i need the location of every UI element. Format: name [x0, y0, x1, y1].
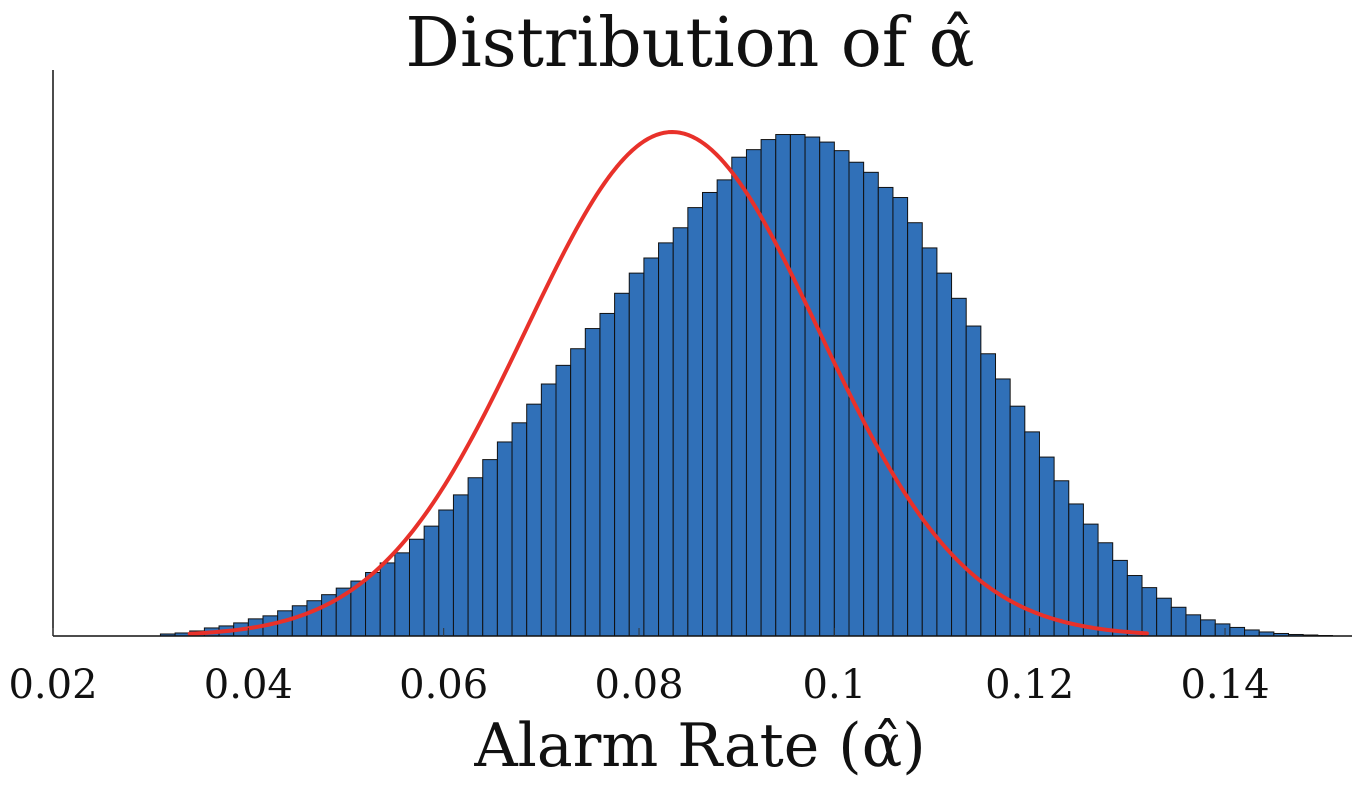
histogram-bar — [628, 272, 645, 637]
histogram-bar — [921, 247, 938, 637]
histogram-bar — [1244, 629, 1260, 637]
histogram-bar — [1024, 431, 1040, 637]
histogram-bar — [716, 179, 733, 637]
normal-fit-curve — [187, 130, 1149, 636]
x-tick-label: 0.08 — [594, 662, 683, 708]
x-tick-label: 0.04 — [204, 662, 293, 708]
histogram-bar — [789, 134, 806, 637]
x-tick-label: 0.12 — [985, 662, 1074, 708]
histogram-bar — [863, 171, 879, 637]
histogram-bar — [833, 150, 850, 637]
histogram-bar — [526, 403, 542, 637]
histogram-bar — [1053, 480, 1070, 637]
x-axis-ticks: 0.02 0.04 0.06 0.08 0.1 0.12 0.14 — [8, 628, 1270, 708]
histogram-bar — [877, 186, 894, 637]
histogram-bar — [658, 242, 674, 637]
histogram-bar — [408, 538, 425, 637]
histogram-bar — [702, 191, 718, 637]
histogram-bar — [1214, 623, 1231, 637]
histogram-bar — [379, 562, 396, 637]
histogram-bar — [1200, 619, 1216, 637]
histogram-bar — [819, 141, 835, 637]
histogram-bar — [672, 227, 689, 637]
x-axis-label: Alarm Rate (α̂) — [473, 711, 925, 781]
x-tick-label: 0.1 — [803, 662, 867, 708]
histogram-bar — [1082, 523, 1099, 637]
histogram-bar — [892, 197, 909, 637]
histogram-bar — [291, 605, 308, 637]
histogram-bar — [394, 552, 410, 637]
histogram-bar — [1170, 606, 1187, 637]
histogram-bar — [1068, 503, 1084, 637]
x-tick-label: 0.06 — [399, 662, 488, 708]
histogram-bar — [452, 494, 469, 637]
histogram-bar — [1141, 587, 1158, 637]
histogram-bar — [496, 441, 513, 637]
histogram-bar — [775, 134, 791, 637]
histogram-bar — [936, 272, 953, 637]
histogram-bar — [760, 139, 777, 637]
histogram-bar — [467, 477, 484, 637]
histogram-bar — [731, 156, 747, 637]
x-tick-label: 0.02 — [8, 662, 97, 708]
chart-title: Distribution of α̂ — [405, 4, 974, 83]
histogram-bar — [570, 348, 586, 637]
histogram-bar — [482, 459, 498, 637]
histogram-bar — [540, 383, 557, 637]
histogram-bar — [1185, 614, 1202, 637]
histogram-bar — [804, 136, 821, 637]
histogram-bar — [365, 572, 381, 637]
histogram-bar — [1038, 456, 1055, 637]
histogram-bar — [423, 525, 440, 637]
histogram-bar — [511, 422, 528, 637]
histogram-bar — [745, 149, 762, 637]
histogram-bar — [555, 364, 572, 637]
histogram-bar — [1156, 597, 1172, 637]
histogram-bar — [438, 509, 454, 637]
x-tick-label: 0.14 — [1180, 662, 1269, 708]
histogram-bars — [159, 134, 1333, 637]
histogram-bar — [965, 325, 982, 637]
histogram-bar — [599, 312, 616, 637]
histogram-bar — [1126, 575, 1143, 637]
histogram-bar — [951, 297, 967, 637]
histogram-bar — [614, 292, 630, 637]
histogram-bar — [643, 257, 660, 637]
histogram-bar — [584, 328, 601, 637]
histogram-bar — [1097, 542, 1114, 637]
histogram-bar — [306, 600, 323, 637]
histogram-bar — [687, 207, 703, 637]
histogram-bar — [1229, 626, 1246, 637]
histogram-bar — [907, 222, 923, 637]
histogram-bar — [980, 353, 997, 637]
histogram-bar — [1112, 559, 1128, 637]
